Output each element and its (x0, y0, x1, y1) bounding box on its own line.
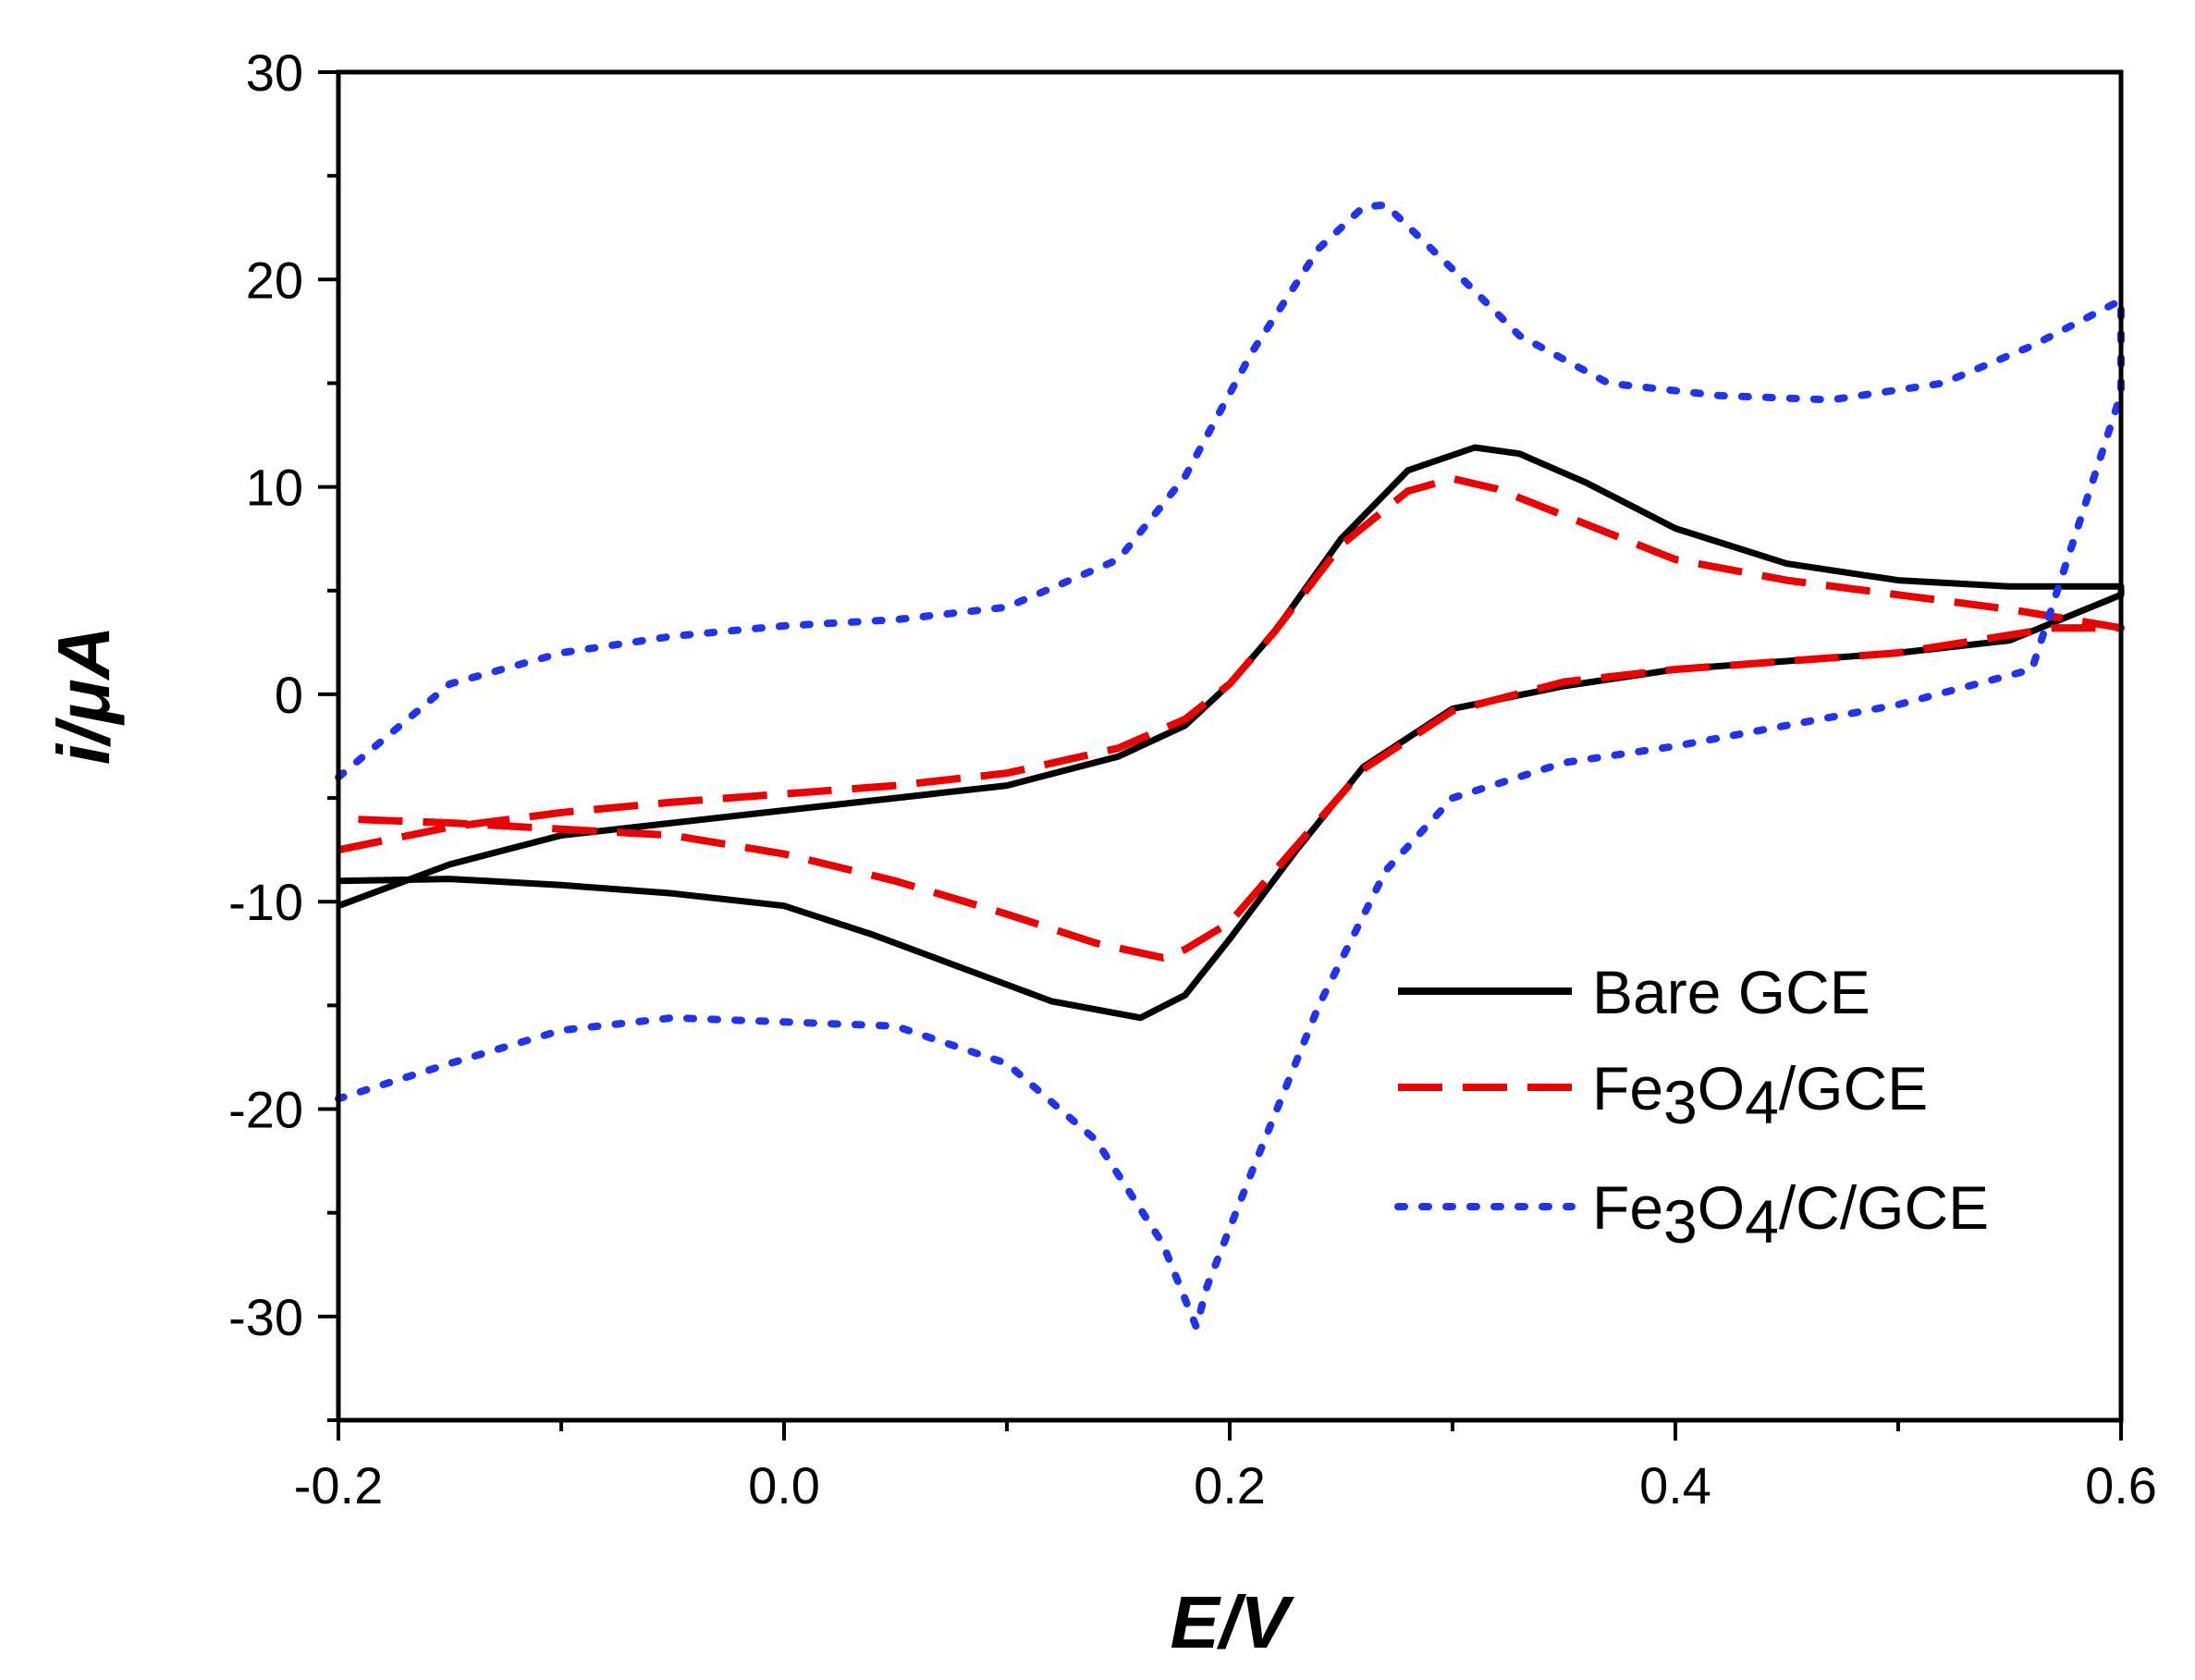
axis-tick-labels: -0.2 0.0 0.2 0.4 0.6 -30 -20 -10 0 10 20 30 (228, 43, 2157, 1514)
series-line-1 (337, 474, 2125, 962)
legend-text-part: O (1698, 1054, 1745, 1122)
x-tick-label: 0.6 (2085, 1456, 2157, 1514)
y-tick-label: 30 (246, 43, 303, 102)
y-axis-title: i/μA (43, 626, 125, 765)
legend-text-part: O (1698, 1173, 1745, 1242)
legend-text-part: Fe (1592, 1173, 1663, 1242)
x-tick-label: 0.2 (1194, 1456, 1266, 1514)
plot-curves (335, 201, 2125, 1331)
x-tick-label: 0.4 (1639, 1456, 1711, 1514)
legend-subscript: 4 (1745, 1068, 1779, 1136)
legend-text-part: /C/GCE (1779, 1173, 1989, 1242)
series-line-2 (335, 201, 2125, 1331)
legend-text-part: Bare GCE (1592, 958, 1870, 1026)
legend-subscript: 3 (1663, 1068, 1698, 1136)
x-axis-title-italic: E (1171, 1581, 1222, 1663)
legend-label-0: Bare GCE (1592, 958, 1870, 1026)
legend-subscript: 3 (1663, 1187, 1698, 1256)
x-axis-title-unit: /V (1217, 1581, 1294, 1663)
y-tick-label: -20 (228, 1081, 303, 1139)
legend-text-part: /GCE (1779, 1054, 1928, 1122)
y-axis-title-italic: i (43, 742, 125, 765)
y-tick-label: 20 (246, 251, 303, 309)
legend-label-1: Fe3O4/GCE (1592, 1054, 1928, 1136)
legend-subscript: 4 (1745, 1187, 1779, 1256)
x-tick-label: 0.0 (748, 1456, 820, 1514)
legend-text-part: Fe (1592, 1054, 1663, 1122)
series-line-0 (337, 444, 2125, 1022)
y-axis-title-unit: /μA (43, 626, 125, 747)
y-tick-label: -10 (228, 873, 303, 931)
y-tick-label: 0 (275, 666, 303, 724)
x-axis-title: E/V (1171, 1581, 1295, 1663)
x-tick-label: -0.2 (294, 1456, 384, 1514)
y-tick-label: 10 (246, 459, 303, 517)
y-tick-label: -30 (228, 1288, 303, 1346)
axis-ticks (318, 70, 2123, 1441)
legend-label-2: Fe3O4/C/GCE (1592, 1173, 1989, 1256)
